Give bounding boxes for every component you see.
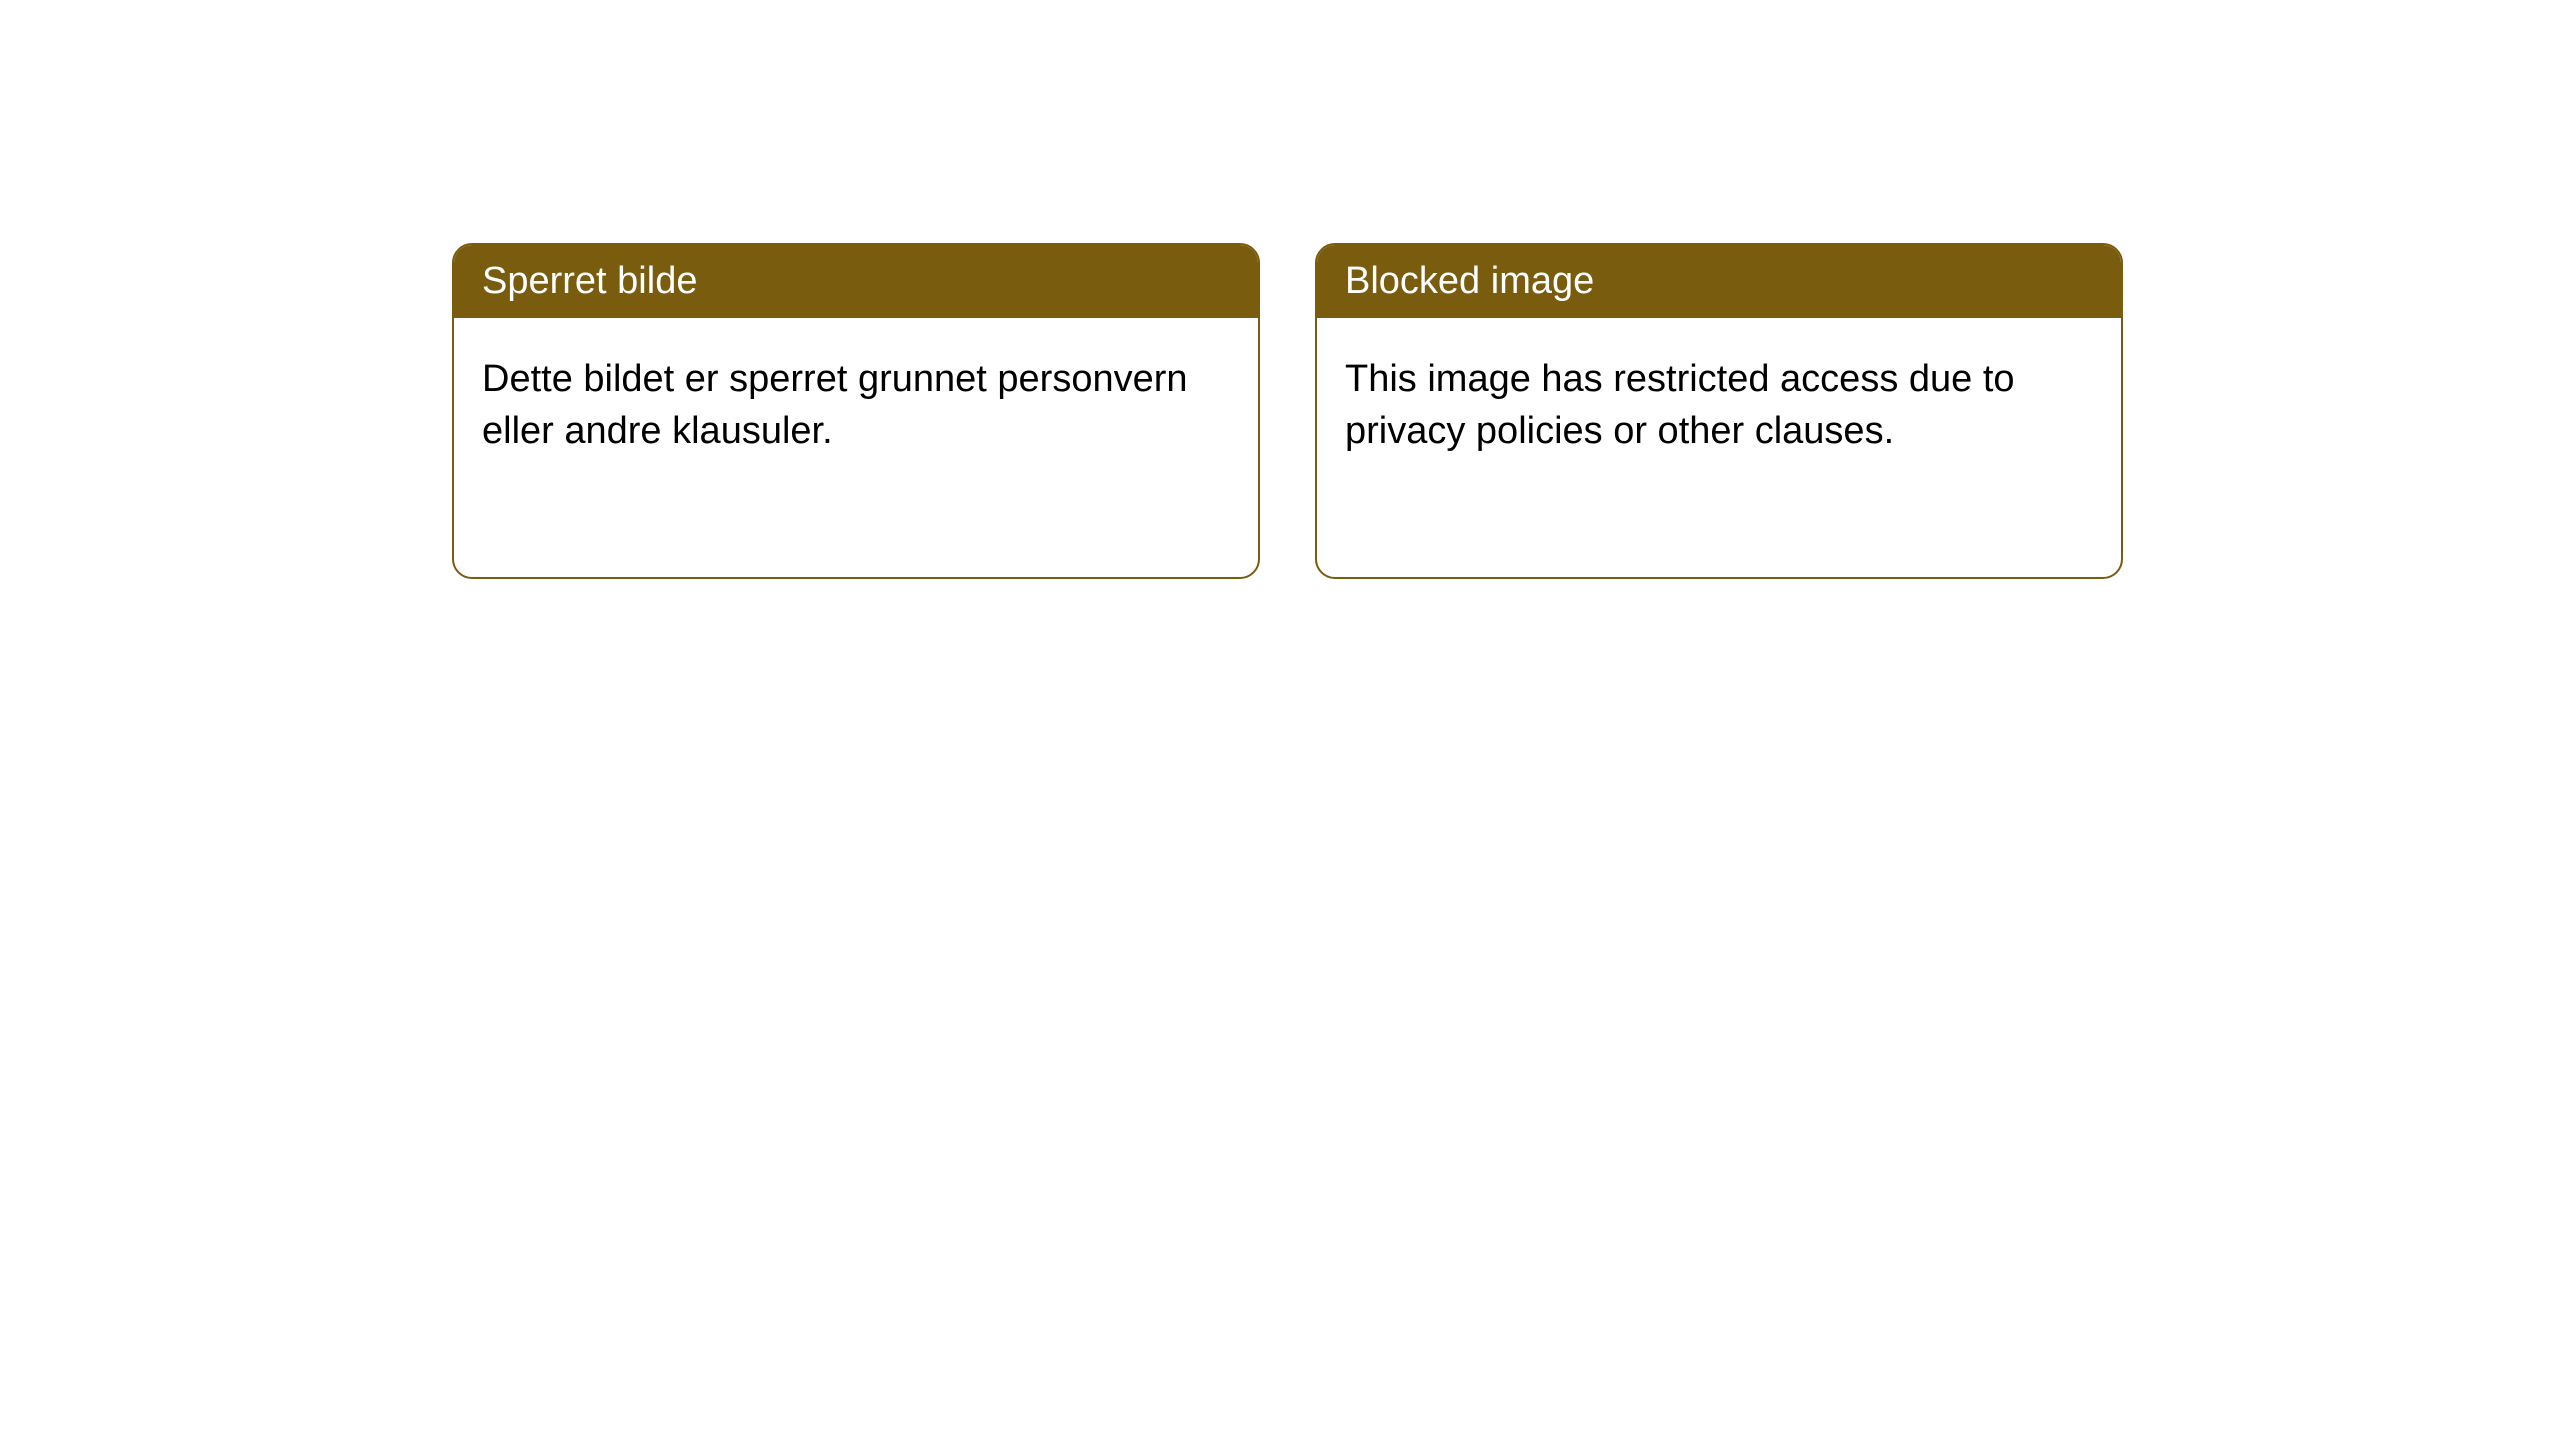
card-text: This image has restricted access due to … — [1345, 358, 2015, 451]
blocked-image-card-english: Blocked image This image has restricted … — [1315, 243, 2123, 579]
card-title: Sperret bilde — [482, 260, 697, 302]
card-header: Sperret bilde — [454, 245, 1258, 318]
blocked-image-card-norwegian: Sperret bilde Dette bildet er sperret gr… — [452, 243, 1260, 579]
card-header: Blocked image — [1317, 245, 2121, 318]
cards-container: Sperret bilde Dette bildet er sperret gr… — [0, 0, 2560, 579]
card-body: Dette bildet er sperret grunnet personve… — [454, 318, 1258, 493]
card-title: Blocked image — [1345, 260, 1594, 302]
card-text: Dette bildet er sperret grunnet personve… — [482, 358, 1188, 451]
card-body: This image has restricted access due to … — [1317, 318, 2121, 493]
